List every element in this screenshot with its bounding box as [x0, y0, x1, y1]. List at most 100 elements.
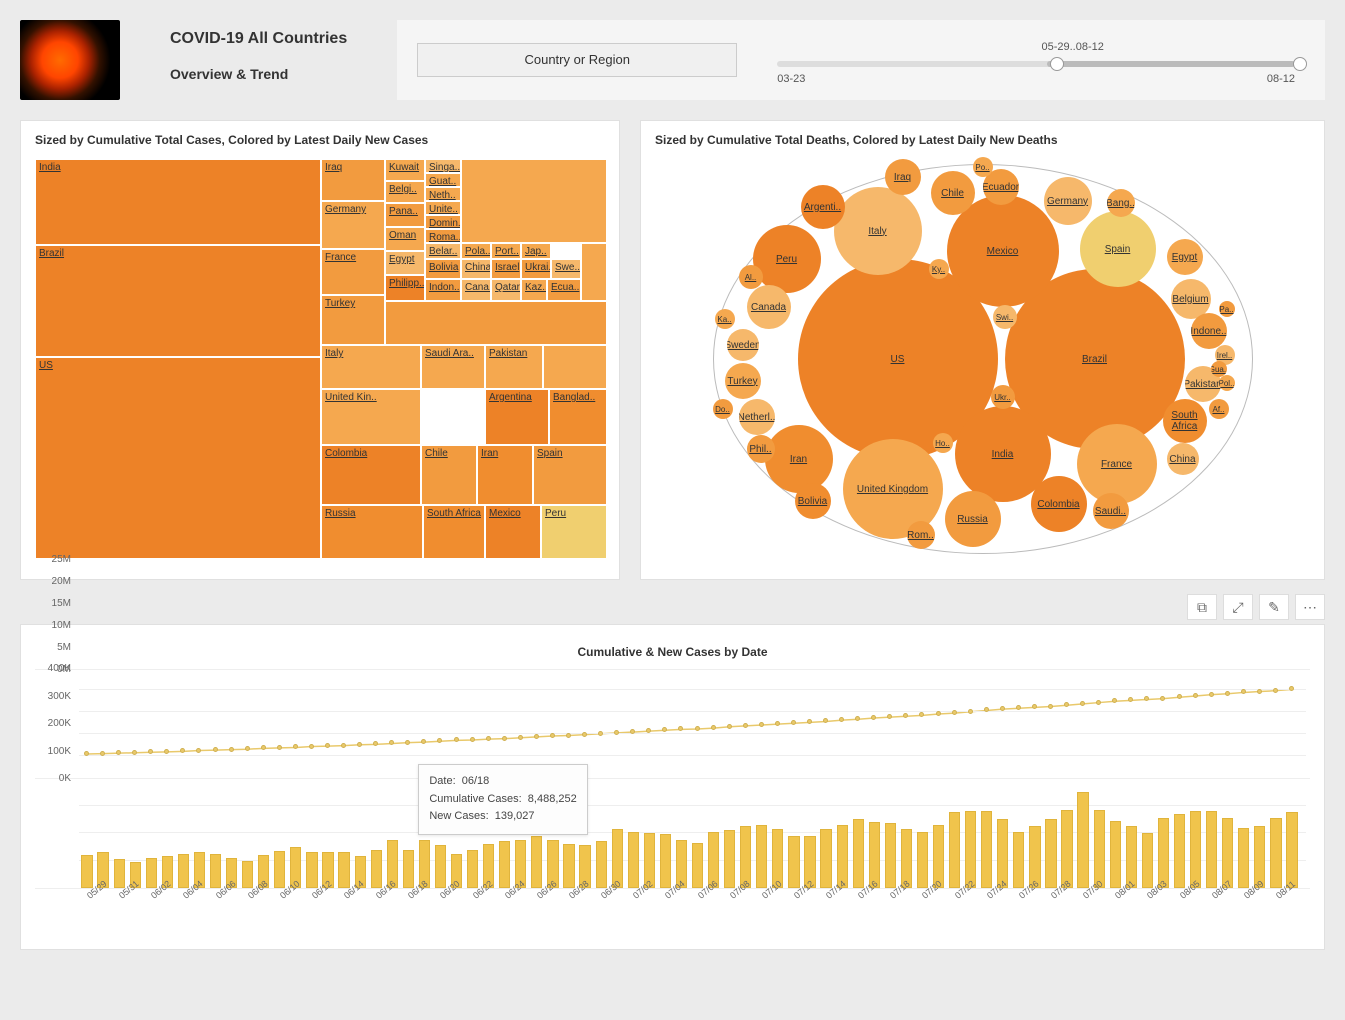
bubble-circle[interactable]: South Africa: [1163, 399, 1207, 443]
bar-column[interactable]: [1222, 818, 1233, 888]
line-point[interactable]: [502, 736, 507, 741]
treemap-cell[interactable]: Qatar: [491, 279, 521, 301]
stats-icon[interactable]: ⧉: [1187, 594, 1217, 620]
treemap-cell[interactable]: Roma..: [425, 229, 461, 243]
bar-column[interactable]: [1270, 818, 1281, 888]
treemap-cell[interactable]: Belgi..: [385, 181, 425, 203]
bubble-circle[interactable]: Ho..: [933, 433, 953, 453]
line-point[interactable]: [582, 732, 587, 737]
bar-column[interactable]: [869, 822, 880, 888]
bubble-circle[interactable]: Iraq: [885, 159, 921, 195]
bar-column[interactable]: [1286, 812, 1297, 888]
bar-column[interactable]: [1190, 811, 1201, 888]
treemap-cell[interactable]: Brazil: [35, 245, 321, 357]
bar-column[interactable]: [660, 834, 671, 888]
bubble-circle[interactable]: Russia: [945, 491, 1001, 547]
treemap-cell[interactable]: France: [321, 249, 385, 295]
treemap-cell[interactable]: Bolivia: [425, 259, 461, 279]
treemap-cell[interactable]: Oman: [385, 227, 425, 251]
bubble-circle[interactable]: Indone..: [1191, 313, 1227, 349]
bar-column[interactable]: [210, 854, 221, 888]
bar-column[interactable]: [1126, 826, 1137, 888]
bubble-circle[interactable]: Pa..: [1219, 301, 1235, 317]
edit-icon[interactable]: ✎: [1259, 594, 1289, 620]
line-point[interactable]: [229, 747, 234, 752]
slider-thumb-end[interactable]: [1293, 57, 1307, 71]
treemap-cell[interactable]: Singa..: [425, 159, 461, 173]
treemap-body[interactable]: IndiaBrazilUSIraqGermanyFranceTurkeyItal…: [35, 159, 607, 559]
bubble-circle[interactable]: Ky..: [929, 259, 949, 279]
bar-column[interactable]: [628, 832, 639, 888]
treemap-cell[interactable]: Jap..: [521, 243, 551, 259]
line-point[interactable]: [213, 747, 218, 752]
line-point[interactable]: [711, 725, 716, 730]
line-point[interactable]: [1225, 691, 1230, 696]
treemap-cell[interactable]: Mexico: [485, 505, 541, 559]
treemap-cell[interactable]: Kuwait: [385, 159, 425, 181]
line-point[interactable]: [1000, 706, 1005, 711]
treemap-cell[interactable]: Neth..: [425, 187, 461, 201]
line-point[interactable]: [566, 733, 571, 738]
treemap-cell[interactable]: India: [35, 159, 321, 245]
treemap-cell[interactable]: Peru: [541, 505, 607, 559]
treemap-cell[interactable]: Spain: [533, 445, 607, 505]
line-point[interactable]: [598, 731, 603, 736]
bar-column[interactable]: [1110, 821, 1121, 888]
line-point[interactable]: [1273, 688, 1278, 693]
bubble-circle[interactable]: Egypt: [1167, 239, 1203, 275]
bubble-circle[interactable]: Chile: [931, 171, 975, 215]
line-point[interactable]: [1080, 701, 1085, 706]
line-point[interactable]: [245, 746, 250, 751]
bubble-circle[interactable]: Rom..: [907, 521, 935, 549]
bar-column[interactable]: [917, 832, 928, 888]
treemap-cell[interactable]: Egypt: [385, 251, 425, 275]
bubble-circle[interactable]: Iran: [765, 425, 833, 493]
bubble-circle[interactable]: Canada: [747, 285, 791, 329]
bar-column[interactable]: [1158, 818, 1169, 888]
bar-column[interactable]: [306, 852, 317, 888]
line-point[interactable]: [1257, 689, 1262, 694]
treemap-cell[interactable]: Guat..: [425, 173, 461, 187]
treemap-cell[interactable]: [461, 159, 607, 243]
bar-column[interactable]: [467, 850, 478, 889]
bubble-circle[interactable]: Pol..: [1219, 375, 1235, 391]
bubble-circle[interactable]: Netherl..: [739, 399, 775, 435]
bubble-circle[interactable]: Germany: [1044, 177, 1092, 225]
line-point[interactable]: [759, 722, 764, 727]
bubble-circle[interactable]: Phil..: [747, 435, 775, 463]
treemap-cell[interactable]: US: [35, 357, 321, 559]
line-point[interactable]: [695, 726, 700, 731]
bar-column[interactable]: [1238, 828, 1249, 889]
bar-column[interactable]: [1077, 792, 1088, 888]
treemap-cell[interactable]: Philipp..: [385, 275, 425, 301]
treemap-cell[interactable]: Argentina: [485, 389, 549, 445]
treemap-cell[interactable]: Israel: [491, 259, 521, 279]
bar-column[interactable]: [1045, 819, 1056, 888]
line-point[interactable]: [405, 740, 410, 745]
bar-column[interactable]: [1094, 810, 1105, 888]
bar-column[interactable]: [371, 850, 382, 889]
bar-column[interactable]: [933, 825, 944, 888]
treemap-cell[interactable]: Pola..: [461, 243, 491, 259]
line-point[interactable]: [454, 737, 459, 742]
treemap-cell[interactable]: [543, 345, 607, 389]
treemap-cell[interactable]: Iraq: [321, 159, 385, 201]
combo-chart[interactable]: 0M5M10M15M20M25M 0K100K200K300K400K 05/2…: [35, 669, 1310, 939]
bubble-circle[interactable]: Swi..: [993, 305, 1017, 329]
expand-icon[interactable]: ⤢: [1223, 594, 1253, 620]
line-point[interactable]: [357, 742, 362, 747]
slider-thumb-start[interactable]: [1050, 57, 1064, 71]
treemap-cell[interactable]: Colombia: [321, 445, 421, 505]
treemap-cell[interactable]: Germany: [321, 201, 385, 249]
line-point[interactable]: [1096, 700, 1101, 705]
bar-column[interactable]: [724, 830, 735, 888]
line-point[interactable]: [743, 723, 748, 728]
bar-column[interactable]: [435, 845, 446, 888]
bar-column[interactable]: [1142, 833, 1153, 888]
bar-column[interactable]: [146, 858, 157, 888]
bubble-circle[interactable]: Af..: [1209, 399, 1229, 419]
bubble-circle[interactable]: Al..: [739, 265, 763, 289]
bar-column[interactable]: [837, 825, 848, 888]
treemap-cell[interactable]: Italy: [321, 345, 421, 389]
line-point[interactable]: [1177, 694, 1182, 699]
